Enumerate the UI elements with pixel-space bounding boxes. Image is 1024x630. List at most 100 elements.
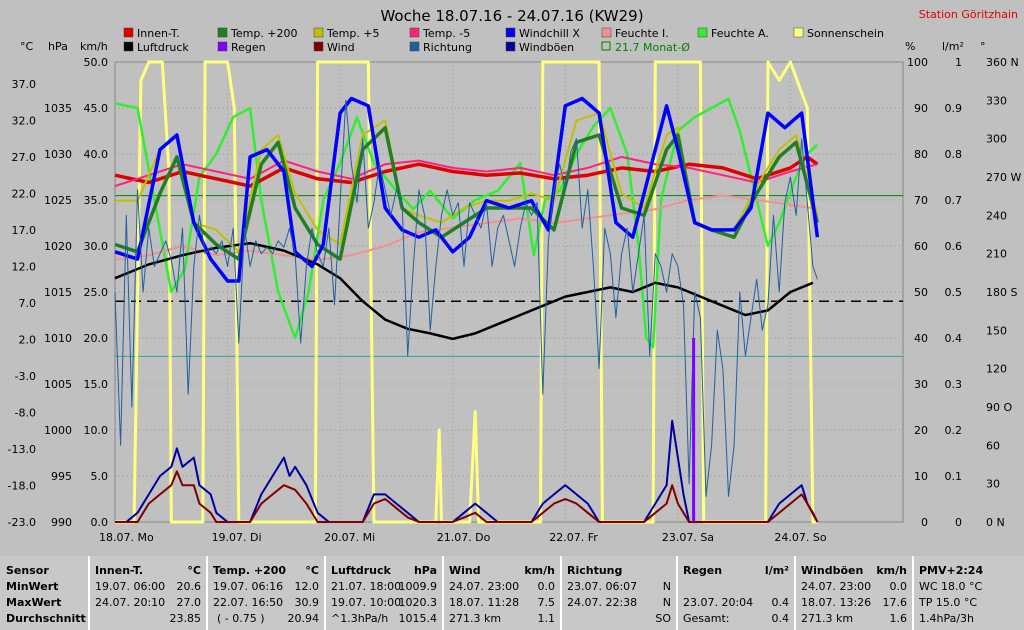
rain-tick-label: 0.8: [945, 148, 963, 161]
wind-tick-label: 15.0: [84, 378, 109, 391]
series-line: [115, 470, 819, 523]
humidity-tick-label: 10: [914, 470, 928, 483]
rain-tick-label: 0.1: [945, 470, 963, 483]
wind-tick-label: 35.0: [84, 194, 109, 207]
legend-swatch: [793, 27, 804, 38]
legend-swatch: [409, 41, 420, 52]
row-label-max: MaxWert: [6, 596, 62, 609]
unit-celsius: °C: [20, 40, 34, 53]
richtung-max-time: 24.07. 22:38: [567, 596, 638, 609]
pressure-tick-label: 1010: [44, 332, 72, 345]
direction-tick-label: 120: [986, 363, 1007, 376]
legend-swatch: [409, 27, 420, 38]
humidity-tick-label: 80: [914, 148, 928, 161]
stats-pmv-col: PMV+2:24 WC 18.0 °C TP 15.0 °C 1.4hPa/3h: [912, 556, 1024, 630]
innen-max-time: 24.07. 20:10: [95, 596, 166, 609]
legend-swatch: [313, 41, 324, 52]
innen-min-value: 20.6: [176, 580, 202, 593]
pressure-tick-label: 1020: [44, 240, 72, 253]
wind-avg-value: 1.1: [537, 612, 556, 625]
legend-label: Feuchte A.: [711, 27, 769, 40]
stats-innen-unit: °C: [187, 564, 201, 577]
legend-swatch: [123, 27, 134, 38]
x-tick-label: 20.07. Mi: [324, 531, 375, 544]
humidity-tick-label: 20: [914, 424, 928, 437]
unit-hpa: hPa: [48, 40, 68, 53]
boeen-max-time: 18.07. 13:26: [801, 596, 872, 609]
temp200-avg-note: ( - 0.75 ): [217, 612, 265, 625]
pmv-windchill: WC 18.0 °C: [919, 580, 983, 593]
richtung-avg-value: SO: [655, 612, 671, 625]
series: [114, 60, 903, 524]
direction-tick-label: 210: [986, 248, 1007, 261]
legend: Innen-T. Temp. +200 Temp. +5 Temp. -5 Windch…: [123, 27, 884, 54]
temp-tick-label: -8.0: [15, 406, 36, 419]
legend-item: Temp. +5: [313, 27, 380, 40]
pressure-tick-label: 1015: [44, 286, 72, 299]
legend-label: Wind: [327, 41, 355, 54]
direction-tick-label: 360 N: [986, 56, 1019, 69]
wind-tick-label: 20.0: [84, 332, 109, 345]
pmv-pressure-trend: 1.4hPa/3h: [919, 612, 975, 625]
stats-luft-title: Luftdruck: [331, 564, 391, 577]
x-tick-label: 21.07. Do: [437, 531, 491, 544]
stats-wind-col: Wind km/h 24.07. 23:00 0.0 18.07. 11:28 …: [442, 556, 561, 630]
luft-max-time: 19.07. 10:00: [331, 596, 402, 609]
temp200-min-time: 19.07. 06:16: [213, 580, 284, 593]
series-line: [114, 194, 818, 261]
direction-tick-label: 30: [986, 478, 1000, 491]
direction-tick-label: 60: [986, 439, 1000, 452]
direction-tick-label: 330: [986, 94, 1007, 107]
direction-tick-label: 300: [986, 133, 1007, 146]
weather-chart: Woche 18.07.16 - 24.07.16 (KW29) Station…: [7, 7, 1022, 544]
stats-innen-col: Innen-T. °C 19.07. 06:00 20.6 24.07. 20:…: [88, 556, 207, 630]
humidity-tick-label: 90: [914, 102, 928, 115]
unit-degree: °: [980, 40, 986, 53]
wind-tick-label: 25.0: [84, 286, 109, 299]
temp200-min-value: 12.0: [294, 580, 320, 593]
wind-tick-label: 5.0: [91, 470, 109, 483]
rain-tick-label: 0: [955, 516, 962, 529]
temp-tick-label: -23.0: [8, 516, 36, 529]
unit-kmh: km/h: [80, 40, 108, 53]
legend-item: 21.7 Monat-Ø: [601, 41, 690, 54]
legend-item: Feuchte I.: [601, 27, 669, 40]
stats-temp200-unit: °C: [305, 564, 319, 577]
stats-regen-title: Regen: [683, 564, 723, 577]
legend-label: Regen: [231, 41, 266, 54]
luft-avg-value: 1015.4: [398, 612, 438, 625]
humidity-tick-label: 50: [914, 286, 928, 299]
wind-tick-label: 45.0: [84, 102, 109, 115]
temp-tick-label: 32.0: [12, 114, 37, 127]
rain-tick-label: 1: [955, 56, 962, 69]
direction-tick-label: 150: [986, 324, 1007, 337]
legend-label: Feuchte I.: [615, 27, 669, 40]
unit-rain: l/m²: [942, 40, 964, 53]
richtung-min-time: 23.07. 06:07: [567, 580, 638, 593]
legend-swatch: [601, 41, 611, 51]
legend-label: Richtung: [423, 41, 472, 54]
humidity-tick-label: 40: [914, 332, 928, 345]
stats-luft-unit: hPa: [413, 564, 437, 577]
pmv-dewpoint: TP 15.0 °C: [919, 596, 978, 609]
rain-tick-label: 0.2: [945, 424, 963, 437]
innen-avg-value: 23.85: [169, 612, 202, 625]
luft-min-time: 21.07. 18:00: [331, 580, 402, 593]
temp-tick-label: 37.0: [12, 78, 37, 91]
series-line: [114, 97, 819, 349]
unit-percent: %: [905, 40, 915, 53]
temp200-max-value: 30.9: [294, 596, 320, 609]
legend-swatch: [697, 27, 708, 38]
humidity-tick-label: 0: [921, 516, 928, 529]
x-tick-label: 23.07. Sa: [662, 531, 714, 544]
series-line: [114, 155, 818, 188]
pressure-tick-label: 990: [51, 516, 72, 529]
richtung-max-value: N: [662, 596, 671, 609]
humidity-tick-label: 30: [914, 378, 928, 391]
stats-richtung-col: Richtung 23.07. 06:07 N 24.07. 22:38 N S…: [560, 556, 677, 630]
legend-swatch: [505, 41, 516, 52]
legend-swatch: [123, 41, 134, 52]
wind-tick-label: 0.0: [91, 516, 109, 529]
legend-item: Temp. -5: [409, 27, 470, 40]
temp200-avg-value: 20.94: [287, 612, 320, 625]
